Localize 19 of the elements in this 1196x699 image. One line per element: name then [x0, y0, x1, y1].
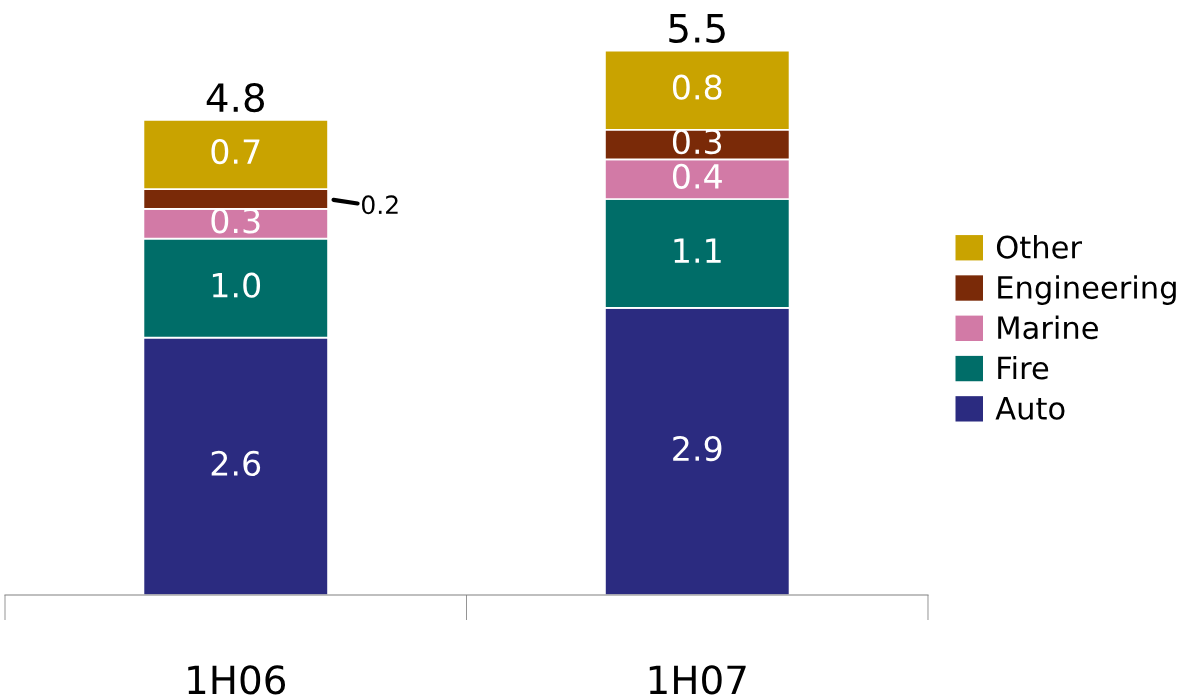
data-label: 0.3	[211, 208, 260, 234]
legend-label: Other	[996, 235, 1082, 259]
data-label: 0.4	[672, 163, 722, 189]
data-label: 1.1	[674, 238, 721, 263]
data-label: 0.8	[672, 74, 722, 100]
legend-label: Auto	[995, 397, 1065, 420]
legend-label: Fire	[998, 355, 1049, 380]
data-label: 0.3	[672, 129, 722, 155]
data-label: 0.7	[211, 138, 260, 165]
data-label: 2.6	[211, 450, 261, 476]
total-label: 4.8	[206, 82, 265, 113]
legend-label: Engineering	[998, 275, 1176, 305]
total-label: 5.5	[669, 14, 725, 44]
data-label: 2.9	[673, 435, 722, 462]
legend-label: Marine	[998, 315, 1098, 340]
data-label: 1.0	[212, 272, 261, 298]
data-label: 0.2	[362, 195, 398, 215]
x-tick-label: 1H06	[188, 665, 286, 695]
x-tick-label: 1H07	[649, 665, 746, 695]
